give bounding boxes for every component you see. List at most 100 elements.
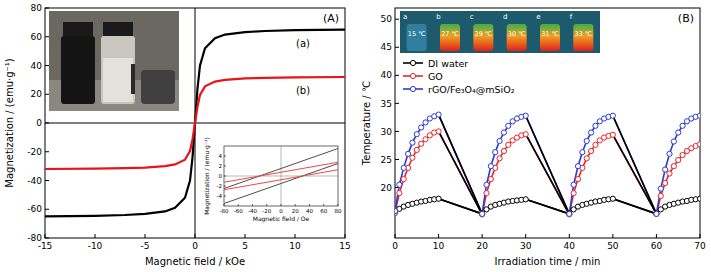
cooling-segment	[526, 134, 570, 214]
vial-letter: e	[536, 13, 540, 21]
data-point	[480, 211, 485, 216]
plot-frame	[45, 8, 345, 238]
x-tick-label: 0	[279, 208, 283, 214]
cooling-segment	[439, 131, 483, 214]
y-tick	[45, 65, 49, 66]
data-point	[671, 164, 676, 169]
hysteresis-branch	[224, 170, 338, 190]
data-point	[567, 212, 572, 217]
x-tick-label: 30	[520, 241, 532, 251]
x-tick	[238, 204, 239, 206]
vial	[440, 24, 460, 51]
data-point	[414, 147, 419, 152]
y-tick-label: 0	[219, 173, 223, 179]
y-tick	[395, 19, 399, 20]
data-point	[680, 123, 685, 128]
data-point	[676, 157, 681, 162]
data-point	[523, 132, 528, 137]
data-point	[654, 211, 659, 216]
data-point	[436, 129, 441, 134]
cooling-segment	[613, 116, 657, 214]
y-tick-label: 60	[31, 32, 43, 42]
data-point	[484, 191, 489, 196]
x-tick	[395, 234, 396, 238]
x-tick-label: -5	[141, 241, 150, 251]
vial-temperature: 33 ℃	[575, 30, 593, 38]
attracted-particles	[131, 64, 135, 94]
x-tick-label: 20	[476, 241, 488, 251]
y-tick-label: 20	[31, 89, 43, 99]
data-point	[501, 130, 506, 135]
zero-line	[224, 176, 338, 177]
vial-cap	[103, 22, 133, 36]
x-tick	[295, 204, 296, 206]
y-tick	[45, 8, 49, 9]
data-point	[593, 142, 598, 147]
vial-temperature: 27 ℃	[441, 30, 459, 38]
thermal-background	[400, 11, 600, 53]
x-tick	[569, 234, 570, 238]
data-point	[680, 152, 685, 157]
sample-photo	[49, 11, 179, 111]
data-point	[593, 123, 598, 128]
page: {"chart_data": [ {"type": "line", "title…	[0, 0, 711, 272]
y-tick	[45, 123, 49, 124]
vial-letter: c	[470, 13, 474, 21]
data-point	[395, 208, 398, 213]
data-point	[575, 176, 580, 181]
data-point	[567, 211, 572, 216]
x-tick	[281, 204, 282, 206]
vial	[407, 24, 427, 51]
data-point	[676, 130, 681, 135]
data-point	[610, 132, 615, 137]
vial	[507, 24, 527, 51]
x-tick	[700, 234, 701, 238]
clear-liquid	[103, 58, 133, 102]
data-point	[523, 197, 528, 202]
y-tick	[45, 151, 49, 152]
vial	[540, 24, 560, 51]
cooling-segment	[613, 135, 657, 214]
data-point	[493, 150, 498, 155]
legend-marker	[410, 73, 415, 78]
x-tick-label: 20	[292, 208, 299, 214]
x-tick-label: 15	[339, 241, 350, 251]
data-point	[654, 211, 659, 216]
y-tick-label: 80	[31, 3, 43, 13]
y-axis-title: Magnetization / (emu·g⁻¹)	[4, 58, 15, 187]
x-tick	[482, 234, 483, 238]
x-tick-label: -60	[234, 208, 243, 214]
data-point	[697, 113, 700, 118]
data-point	[506, 142, 511, 147]
vial-cap	[63, 22, 93, 36]
panel-label: (B)	[678, 12, 694, 25]
data-point	[480, 212, 485, 217]
x-tick	[245, 234, 246, 238]
x-axis-title: Magnetic field / kOe	[145, 256, 245, 267]
panel-b-axes: 01020304050607020253035404550Irradiation…	[361, 8, 706, 267]
legend-label: DI water	[428, 58, 468, 69]
x-tick	[195, 234, 196, 238]
y-tick-label: 4	[219, 153, 223, 159]
data-point	[667, 171, 672, 176]
x-tick	[252, 204, 253, 206]
data-point	[697, 196, 700, 201]
x-tick	[145, 234, 146, 238]
data-point	[571, 182, 576, 187]
legend-label: GO	[428, 71, 443, 82]
cooling-segment	[439, 115, 483, 214]
figure: -15-10-5051015-80-60-40-20020406080Magne…	[0, 0, 711, 272]
x-tick	[438, 234, 439, 238]
vial-letter: d	[503, 13, 507, 21]
data-point	[436, 196, 441, 201]
y-tick	[45, 209, 49, 210]
data-point	[405, 151, 410, 156]
data-point	[497, 138, 502, 143]
x-axis-title: Irradiation time / min	[495, 256, 601, 267]
x-tick-label: 50	[607, 241, 619, 251]
x-tick-label: 0	[192, 241, 198, 251]
y-tick-label: 2	[219, 163, 223, 169]
data-point	[488, 176, 493, 181]
vial	[473, 24, 493, 51]
data-point	[523, 113, 528, 118]
